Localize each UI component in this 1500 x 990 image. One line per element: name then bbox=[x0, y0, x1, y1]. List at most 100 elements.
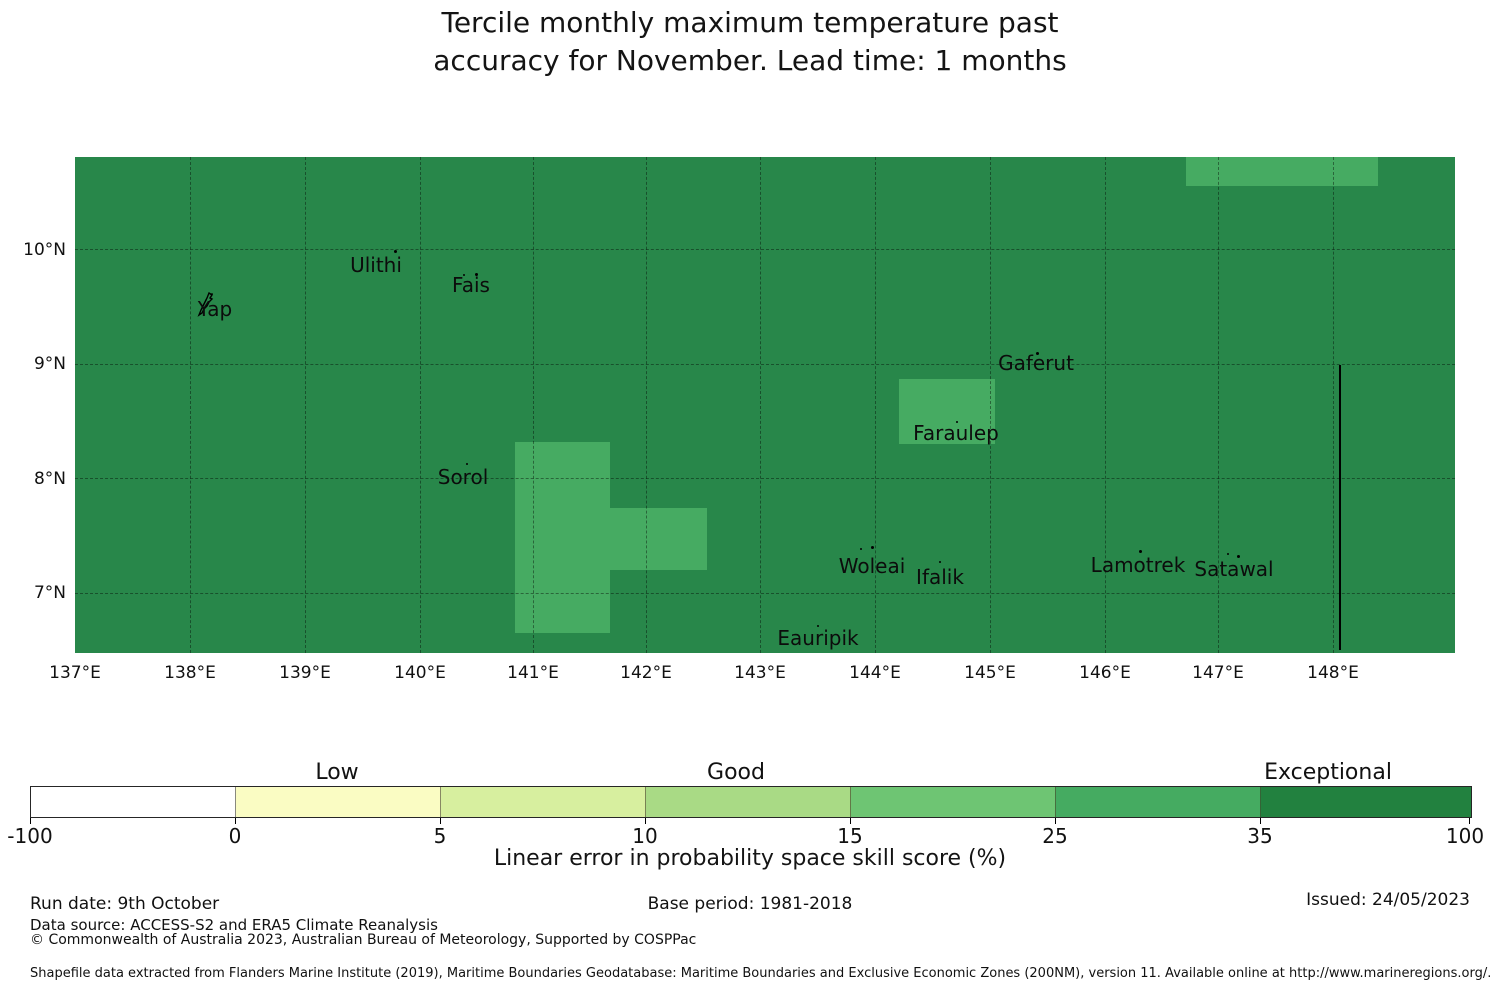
colorbar-tick-15: 15 bbox=[837, 824, 863, 848]
gridline-meridian bbox=[1105, 157, 1106, 653]
issued-date-text: Issued: 24/05/2023 bbox=[1306, 890, 1470, 910]
run-date-text: Run date: 9th October bbox=[30, 894, 220, 914]
colorbar-segment bbox=[1056, 787, 1261, 817]
shapefile-attribution-text: Shapefile data extracted from Flanders M… bbox=[30, 966, 1492, 981]
colorbar-tickmark bbox=[235, 818, 236, 824]
gridline-meridian bbox=[875, 157, 876, 653]
lat-tick-10n: 10°N bbox=[23, 240, 66, 260]
gridline-meridian bbox=[990, 157, 991, 653]
colorbar-segment bbox=[236, 787, 441, 817]
colorbar-segment bbox=[1261, 787, 1471, 817]
lon-tick-140e: 140°E bbox=[394, 663, 446, 683]
gridline-parallel bbox=[75, 364, 1455, 365]
island-label-gaferut: Gaferut bbox=[998, 351, 1074, 375]
colorbar-tickmark bbox=[440, 818, 441, 824]
lon-tick-144e: 144°E bbox=[849, 663, 901, 683]
colorbar-tick-10: 10 bbox=[632, 824, 658, 848]
lat-tick-7n: 7°N bbox=[33, 583, 66, 603]
island-marker-dot-woleai-b bbox=[871, 546, 874, 549]
colorbar-tickmark bbox=[645, 818, 646, 824]
colorbar-axis-label: Linear error in probability space skill … bbox=[493, 846, 1007, 871]
colorbar-tick-100: 100 bbox=[1445, 824, 1485, 848]
gridline-meridian bbox=[1333, 157, 1334, 653]
lon-tick-138e: 138°E bbox=[164, 663, 216, 683]
gridline-meridian bbox=[305, 157, 306, 653]
lat-tick-9n: 9°N bbox=[33, 354, 66, 374]
data-source-text: Data source: ACCESS-S2 and ERA5 Climate … bbox=[30, 916, 438, 934]
gridline-meridian bbox=[190, 157, 191, 653]
island-marker-dot-lamotrek bbox=[1139, 550, 1142, 553]
colorbar-tick--100: -100 bbox=[7, 824, 53, 848]
island-label-faraulep: Faraulep bbox=[913, 421, 999, 445]
figure-title: Tercile monthly maximum temperature past… bbox=[0, 4, 1500, 80]
eez-boundary-line bbox=[1339, 365, 1341, 650]
island-label-yap: Yap bbox=[197, 297, 233, 321]
colorbar-tick-25: 25 bbox=[1042, 824, 1068, 848]
colorbar-tick-0: 0 bbox=[228, 824, 242, 848]
colorbar-tickmark bbox=[1055, 818, 1056, 824]
island-marker-dot-fais-a bbox=[463, 274, 465, 276]
base-period-text: Base period: 1981-2018 bbox=[647, 894, 853, 914]
colorbar-category-low: Low bbox=[315, 760, 359, 785]
colorbar-tickmark bbox=[1469, 818, 1470, 824]
gridline-parallel bbox=[75, 593, 1455, 594]
island-marker-dot-sorol bbox=[466, 463, 468, 465]
colorbar-tick-5: 5 bbox=[433, 824, 447, 848]
skill-map: Yap Ulithi Fais Sorol Gaferut Faraulep W… bbox=[75, 157, 1455, 653]
island-marker-dot-gaferut bbox=[1036, 352, 1039, 355]
lon-tick-142e: 142°E bbox=[620, 663, 672, 683]
colorbar-tick-35: 35 bbox=[1247, 824, 1273, 848]
island-marker-dot-eauripik bbox=[817, 625, 819, 627]
island-label-lamotrek: Lamotrek bbox=[1090, 553, 1186, 577]
gridline-meridian bbox=[1218, 157, 1219, 653]
lon-tick-145e: 145°E bbox=[964, 663, 1016, 683]
lon-tick-139e: 139°E bbox=[279, 663, 331, 683]
gridline-meridian bbox=[533, 157, 534, 653]
figure-title-line2: accuracy for November. Lead time: 1 mont… bbox=[433, 44, 1067, 77]
island-marker-dot-satawal-b bbox=[1237, 555, 1240, 558]
island-label-satawal: Satawal bbox=[1194, 557, 1274, 581]
colorbar-tickmark bbox=[30, 818, 31, 824]
colorbar-segment bbox=[851, 787, 1056, 817]
island-label-eauripik: Eauripik bbox=[777, 626, 859, 650]
colorbar-tickmark bbox=[1260, 818, 1261, 824]
lon-tick-137e: 137°E bbox=[49, 663, 101, 683]
moderate-skill-patch-north bbox=[1186, 157, 1378, 186]
island-label-ifalik: Ifalik bbox=[916, 565, 964, 589]
island-marker-dot-fais-b bbox=[475, 273, 478, 276]
colorbar-segment bbox=[31, 787, 236, 817]
yap-island-outline bbox=[197, 291, 214, 317]
lon-tick-146e: 146°E bbox=[1079, 663, 1131, 683]
gridline-parallel bbox=[75, 478, 1455, 479]
island-marker-dot-woleai-a bbox=[860, 548, 862, 550]
lon-tick-147e: 147°E bbox=[1192, 663, 1244, 683]
island-marker-dot-ifalik bbox=[939, 561, 941, 563]
lon-tick-141e: 141°E bbox=[507, 663, 559, 683]
gridline-meridian bbox=[420, 157, 421, 653]
moderate-skill-patch-faraulep bbox=[899, 379, 995, 444]
figure-title-line1: Tercile monthly maximum temperature past bbox=[441, 6, 1059, 39]
colorbar-category-good: Good bbox=[707, 760, 765, 785]
colorbar-tickmark bbox=[850, 818, 851, 824]
moderate-skill-patch-sorol-east bbox=[610, 508, 707, 570]
lon-tick-148e: 148°E bbox=[1307, 663, 1359, 683]
colorbar-category-exceptional: Exceptional bbox=[1264, 760, 1392, 785]
gridline-meridian bbox=[760, 157, 761, 653]
lat-tick-8n: 8°N bbox=[33, 469, 66, 489]
gridline-meridian bbox=[646, 157, 647, 653]
colorbar-segment bbox=[646, 787, 851, 817]
island-marker-dot-ulithi bbox=[394, 250, 397, 253]
colorbar-segment bbox=[441, 787, 646, 817]
colorbar bbox=[30, 786, 1472, 818]
copyright-text: © Commonwealth of Australia 2023, Austra… bbox=[30, 932, 697, 948]
island-label-fais: Fais bbox=[452, 273, 490, 297]
gridline-parallel bbox=[75, 249, 1455, 250]
island-label-sorol: Sorol bbox=[437, 465, 489, 489]
island-marker-dot-satawal-a bbox=[1227, 553, 1229, 555]
lon-tick-143e: 143°E bbox=[734, 663, 786, 683]
island-label-ulithi: Ulithi bbox=[350, 253, 402, 277]
island-marker-dot-faraulep bbox=[956, 421, 958, 423]
moderate-skill-patch-sorol-column bbox=[515, 442, 610, 633]
island-label-woleai: Woleai bbox=[838, 554, 906, 578]
